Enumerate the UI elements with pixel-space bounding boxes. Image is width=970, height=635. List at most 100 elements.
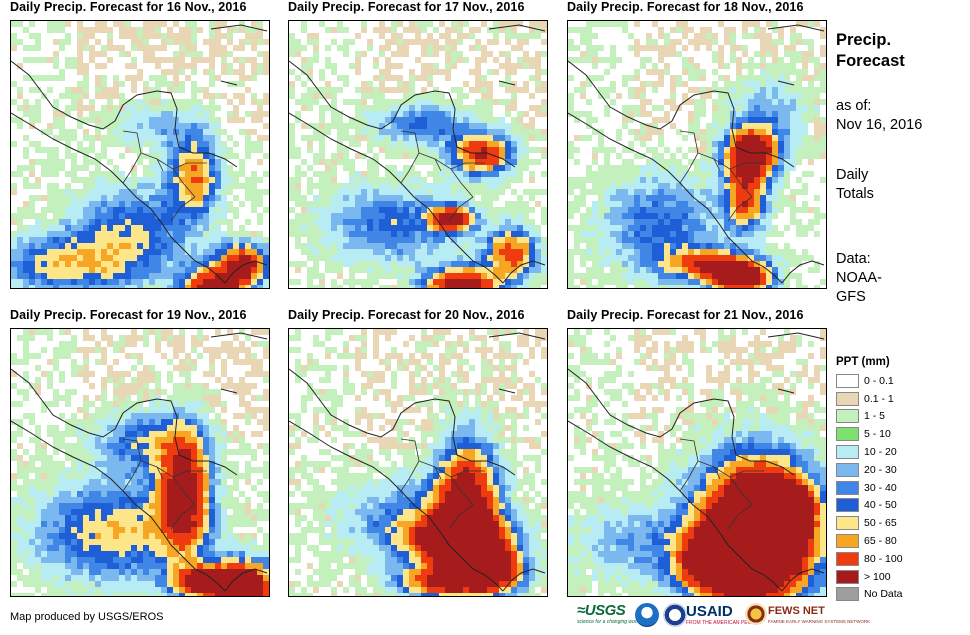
precip-cell [245, 57, 251, 63]
precip-cell [598, 273, 604, 279]
precip-cell [215, 437, 221, 443]
precip-cell [658, 237, 664, 243]
precip-cell [29, 231, 35, 237]
precip-cell [535, 105, 541, 111]
precip-cell [59, 45, 65, 51]
precip-cell [463, 195, 469, 201]
precip-cell [119, 171, 125, 177]
precip-cell [239, 99, 245, 105]
precip-cell [493, 243, 499, 249]
precip-cell [604, 231, 610, 237]
precip-cell [131, 279, 137, 285]
precip-cell [397, 123, 403, 129]
precip-cell [53, 353, 59, 359]
precip-cell [433, 45, 439, 51]
precip-cell [694, 225, 700, 231]
precip-cell [574, 135, 580, 141]
precip-cell [397, 243, 403, 249]
precip-cell [517, 255, 523, 261]
precip-cell [772, 207, 778, 213]
precip-cell [185, 279, 191, 285]
precip-cell [487, 219, 493, 225]
precip-cell [664, 33, 670, 39]
precip-cell [469, 219, 475, 225]
precip-cell [29, 353, 35, 359]
precip-cell [772, 243, 778, 249]
precip-cell [790, 123, 796, 129]
precip-cell [505, 171, 511, 177]
precip-cell [349, 219, 355, 225]
precip-cell [107, 425, 113, 431]
precip-cell [119, 123, 125, 129]
precip-cell [463, 123, 469, 129]
precip-cell [610, 183, 616, 189]
precip-cell [622, 255, 628, 261]
precip-cell [694, 171, 700, 177]
precip-cell [263, 57, 269, 63]
precip-cell [361, 123, 367, 129]
precip-cell [670, 171, 676, 177]
precip-cell [239, 401, 245, 407]
precip-cell [598, 261, 604, 267]
precip-cell [445, 45, 451, 51]
precip-cell [155, 395, 161, 401]
precip-cell [694, 159, 700, 165]
precip-cell [385, 207, 391, 213]
precip-cell [505, 249, 511, 255]
precip-cell [505, 99, 511, 105]
precip-cell [349, 249, 355, 255]
precip-cell [748, 171, 754, 177]
precip-cell [89, 159, 95, 165]
precip-cell [167, 87, 173, 93]
precip-cell [379, 189, 385, 195]
precip-cell [197, 243, 203, 249]
precip-cell [209, 207, 215, 213]
precip-cell [517, 177, 523, 183]
precip-cell [257, 159, 263, 165]
precip-cell [35, 425, 41, 431]
precip-cell [730, 249, 736, 255]
precip-cell [541, 243, 547, 249]
precip-cell [227, 165, 233, 171]
precip-cell [289, 195, 295, 201]
precip-cell [736, 99, 742, 105]
precip-cell [361, 81, 367, 87]
precip-cell [814, 57, 820, 63]
precip-cell [676, 165, 682, 171]
precip-cell [421, 255, 427, 261]
precip-cell [89, 207, 95, 213]
precip-cell [203, 147, 209, 153]
precip-cell [185, 395, 191, 401]
precip-cell [215, 401, 221, 407]
precip-cell [41, 371, 47, 377]
precip-cell [517, 117, 523, 123]
precip-cell [586, 267, 592, 273]
precip-cell [203, 395, 209, 401]
precip-cell [676, 21, 682, 27]
precip-cell [251, 365, 257, 371]
precip-cell [385, 141, 391, 147]
precip-cell [610, 219, 616, 225]
precip-cell [319, 159, 325, 165]
precip-cell [83, 365, 89, 371]
precip-cell [427, 273, 433, 279]
precip-cell [167, 183, 173, 189]
precip-cell [137, 353, 143, 359]
precip-cell [724, 183, 730, 189]
precip-cell [65, 261, 71, 267]
precip-cell [403, 87, 409, 93]
precip-cell [307, 93, 313, 99]
precip-cell [385, 225, 391, 231]
precip-cell [736, 249, 742, 255]
precip-cell [83, 243, 89, 249]
precip-cell [349, 165, 355, 171]
precip-cell [173, 171, 179, 177]
precip-cell [760, 39, 766, 45]
precip-cell [337, 273, 343, 279]
precip-cell [772, 195, 778, 201]
precip-cell [227, 231, 233, 237]
precip-cell [391, 189, 397, 195]
precip-cell [523, 159, 529, 165]
precip-cell [778, 81, 784, 87]
precip-cell [688, 177, 694, 183]
